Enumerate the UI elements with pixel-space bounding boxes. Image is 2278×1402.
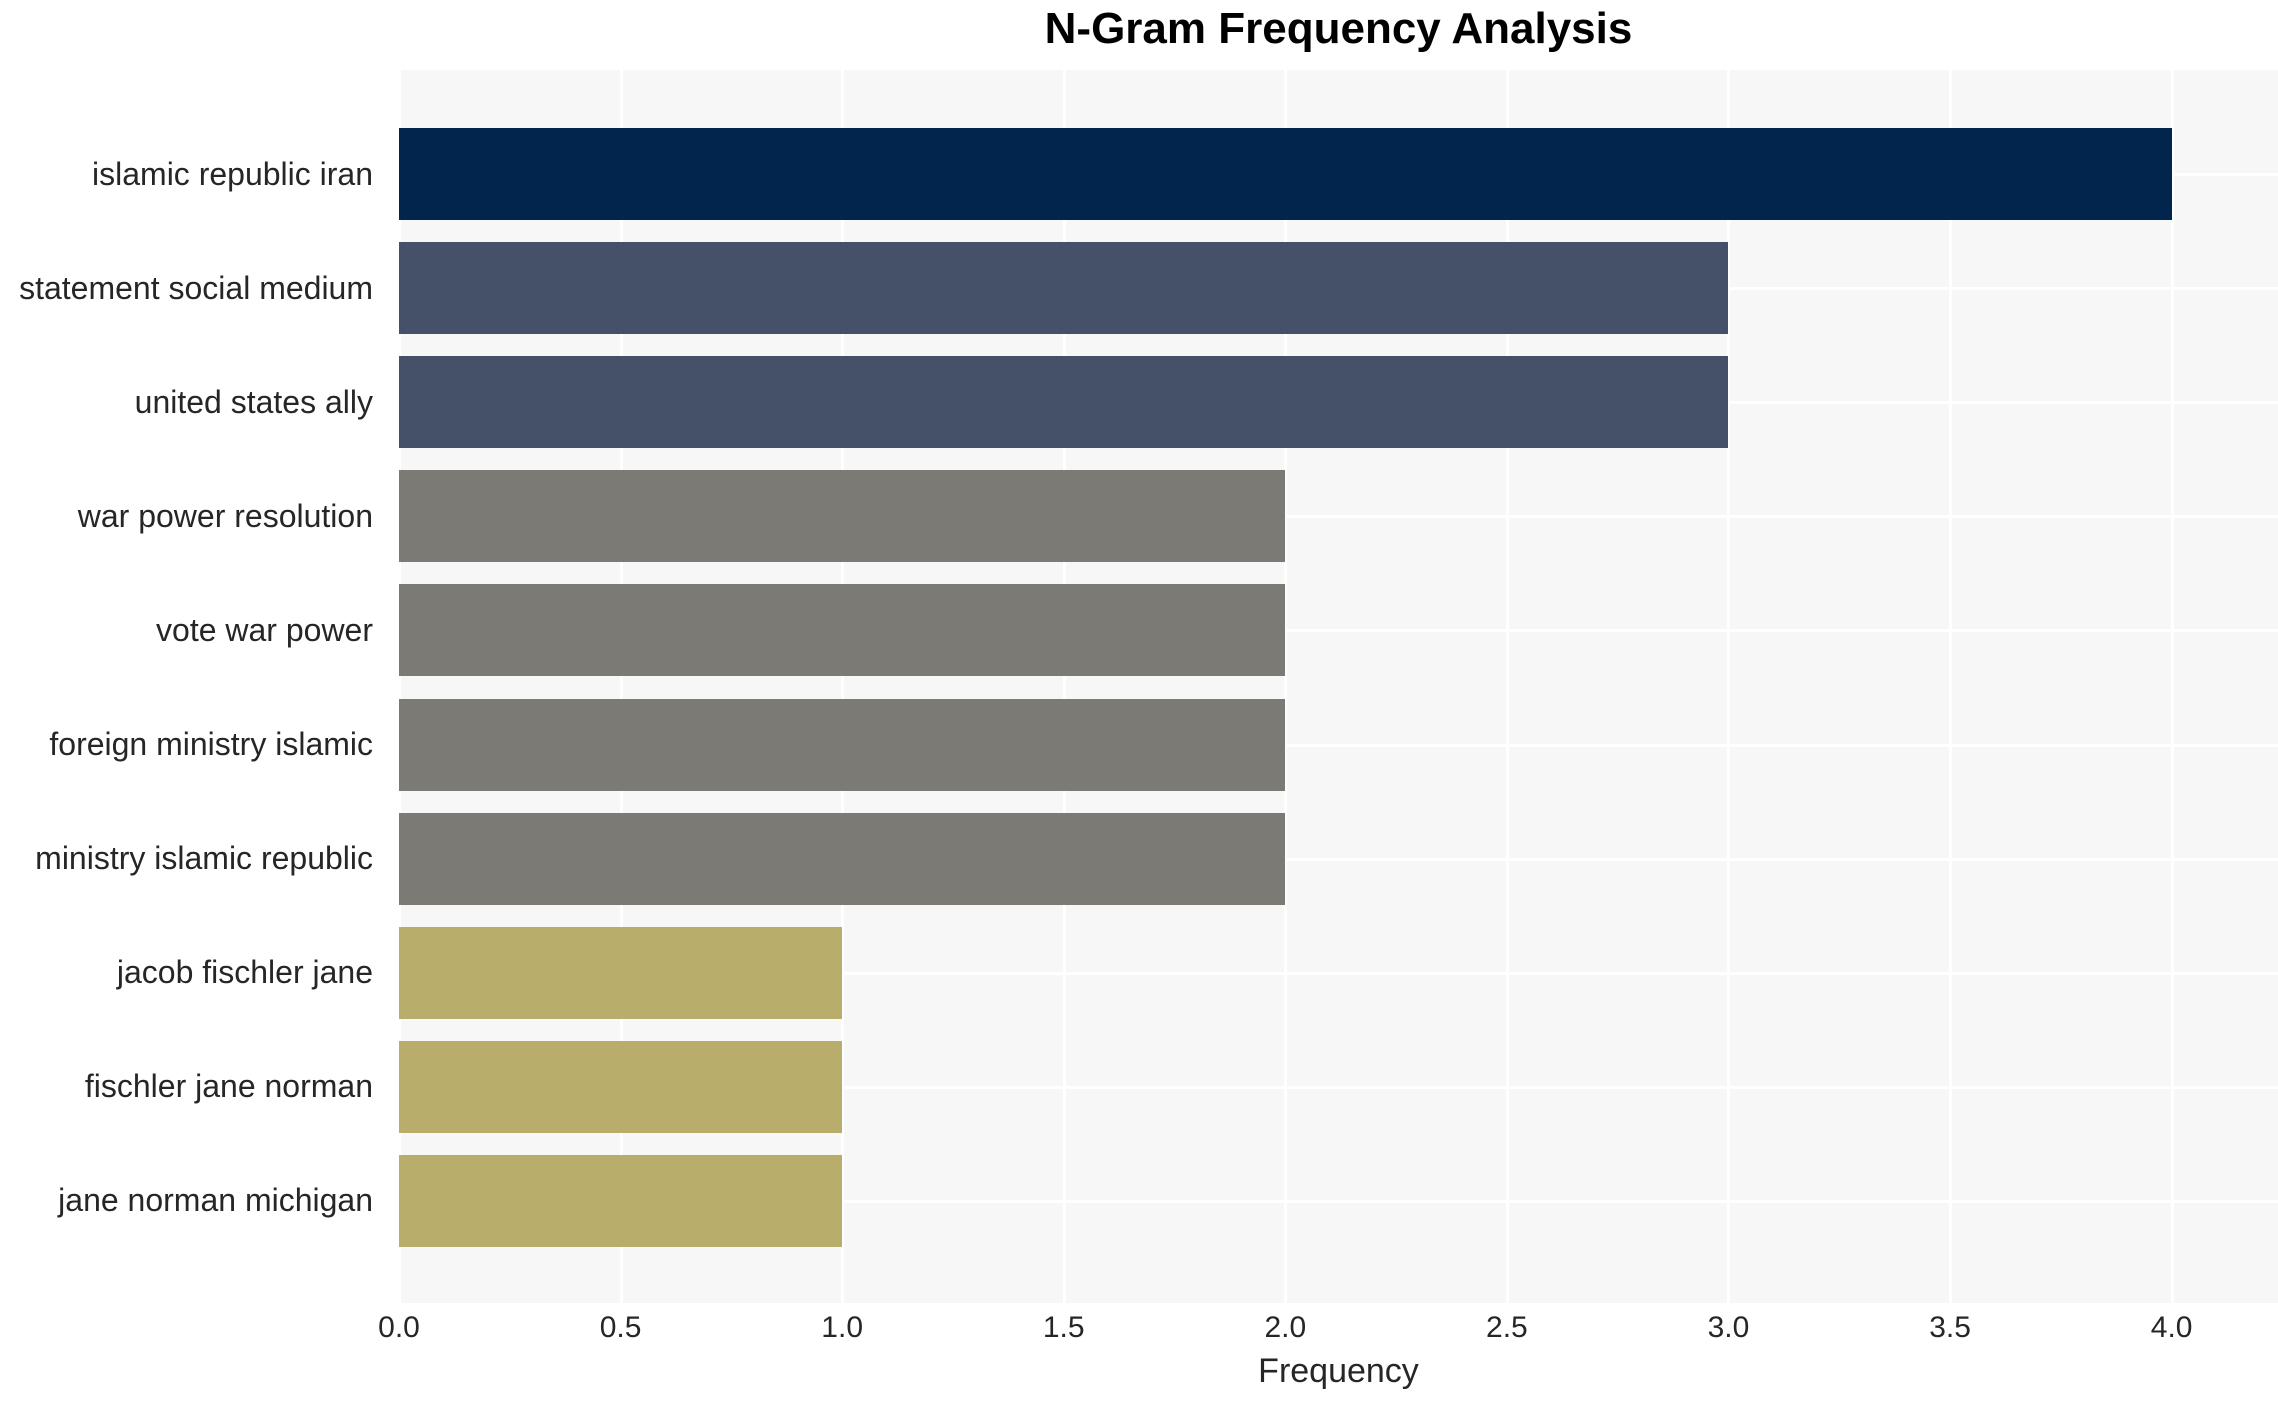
bar <box>399 812 1286 905</box>
y-tick-label: vote war power <box>156 611 373 648</box>
vertical-gridline <box>2170 70 2174 1303</box>
bar-row <box>399 117 2278 231</box>
bar-rows <box>399 117 2278 1258</box>
bar <box>399 584 1286 677</box>
bar-row <box>399 1144 2278 1258</box>
bar-row <box>399 687 2278 801</box>
y-axis-category-labels: islamic republic iran statement social me… <box>0 117 387 1258</box>
bar-row <box>399 459 2278 573</box>
x-tick-label: 1.0 <box>821 1311 864 1344</box>
x-tick-label: 2.0 <box>1264 1311 1307 1344</box>
x-axis-tick-labels: 0.0 0.5 1.0 1.5 2.0 2.5 3.0 3.5 4.0 <box>378 1311 2278 1347</box>
x-tick-label: 4.0 <box>2150 1311 2193 1344</box>
bar-row <box>399 916 2278 1030</box>
bar-row <box>399 802 2278 916</box>
y-tick-label: united states ally <box>134 383 373 420</box>
x-tick-label: 2.5 <box>1486 1311 1528 1344</box>
y-tick-label: fischler jane norman <box>84 1068 373 1105</box>
bar-row <box>399 231 2278 345</box>
x-axis-label: Frequency <box>1258 1352 1419 1390</box>
vertical-gridline <box>1505 70 1509 1303</box>
bar <box>399 128 2172 221</box>
y-tick-label: jacob fischler jane <box>116 954 373 991</box>
chart-title: N-Gram Frequency Analysis <box>1044 4 1633 53</box>
bar <box>399 926 843 1019</box>
x-tick-label: 0.0 <box>378 1311 420 1344</box>
y-tick-label: ministry islamic republic <box>35 840 373 877</box>
plot-area <box>398 70 2278 1303</box>
vertical-gridline <box>1727 70 1731 1303</box>
horizontal-gridline <box>399 743 2278 747</box>
horizontal-gridline <box>399 515 2278 519</box>
vertical-gridline <box>1062 70 1066 1303</box>
x-tick-label: 1.5 <box>1042 1311 1085 1344</box>
horizontal-gridline <box>399 629 2278 633</box>
y-tick-label: statement social medium <box>19 269 373 306</box>
horizontal-gridline <box>399 1199 2278 1203</box>
y-tick-label: islamic republic iran <box>92 155 373 192</box>
bar <box>399 470 1286 563</box>
bar <box>399 1154 843 1247</box>
vertical-gridline <box>619 70 623 1303</box>
x-tick-label: 3.5 <box>1929 1311 1971 1344</box>
bar <box>399 356 1729 449</box>
y-tick-label: war power resolution <box>77 497 373 534</box>
x-tick-label: 0.5 <box>599 1311 642 1344</box>
bar <box>399 698 1286 791</box>
horizontal-gridline <box>399 971 2278 975</box>
horizontal-gridline <box>399 857 2278 861</box>
bar <box>399 1040 843 1133</box>
x-tick-label: 3.0 <box>1707 1311 1750 1344</box>
horizontal-gridline <box>399 1085 2278 1089</box>
bar-row <box>399 1030 2278 1144</box>
vertical-gridline <box>841 70 845 1303</box>
y-tick-label: foreign ministry islamic <box>49 726 373 763</box>
vertical-gridline <box>1949 70 1953 1303</box>
vertical-gridline <box>398 70 401 1303</box>
bar <box>399 242 1729 335</box>
bar-row <box>399 573 2278 687</box>
bar-row <box>399 345 2278 459</box>
vertical-gridline <box>1284 70 1288 1303</box>
y-tick-label: jane norman michigan <box>58 1182 373 1219</box>
